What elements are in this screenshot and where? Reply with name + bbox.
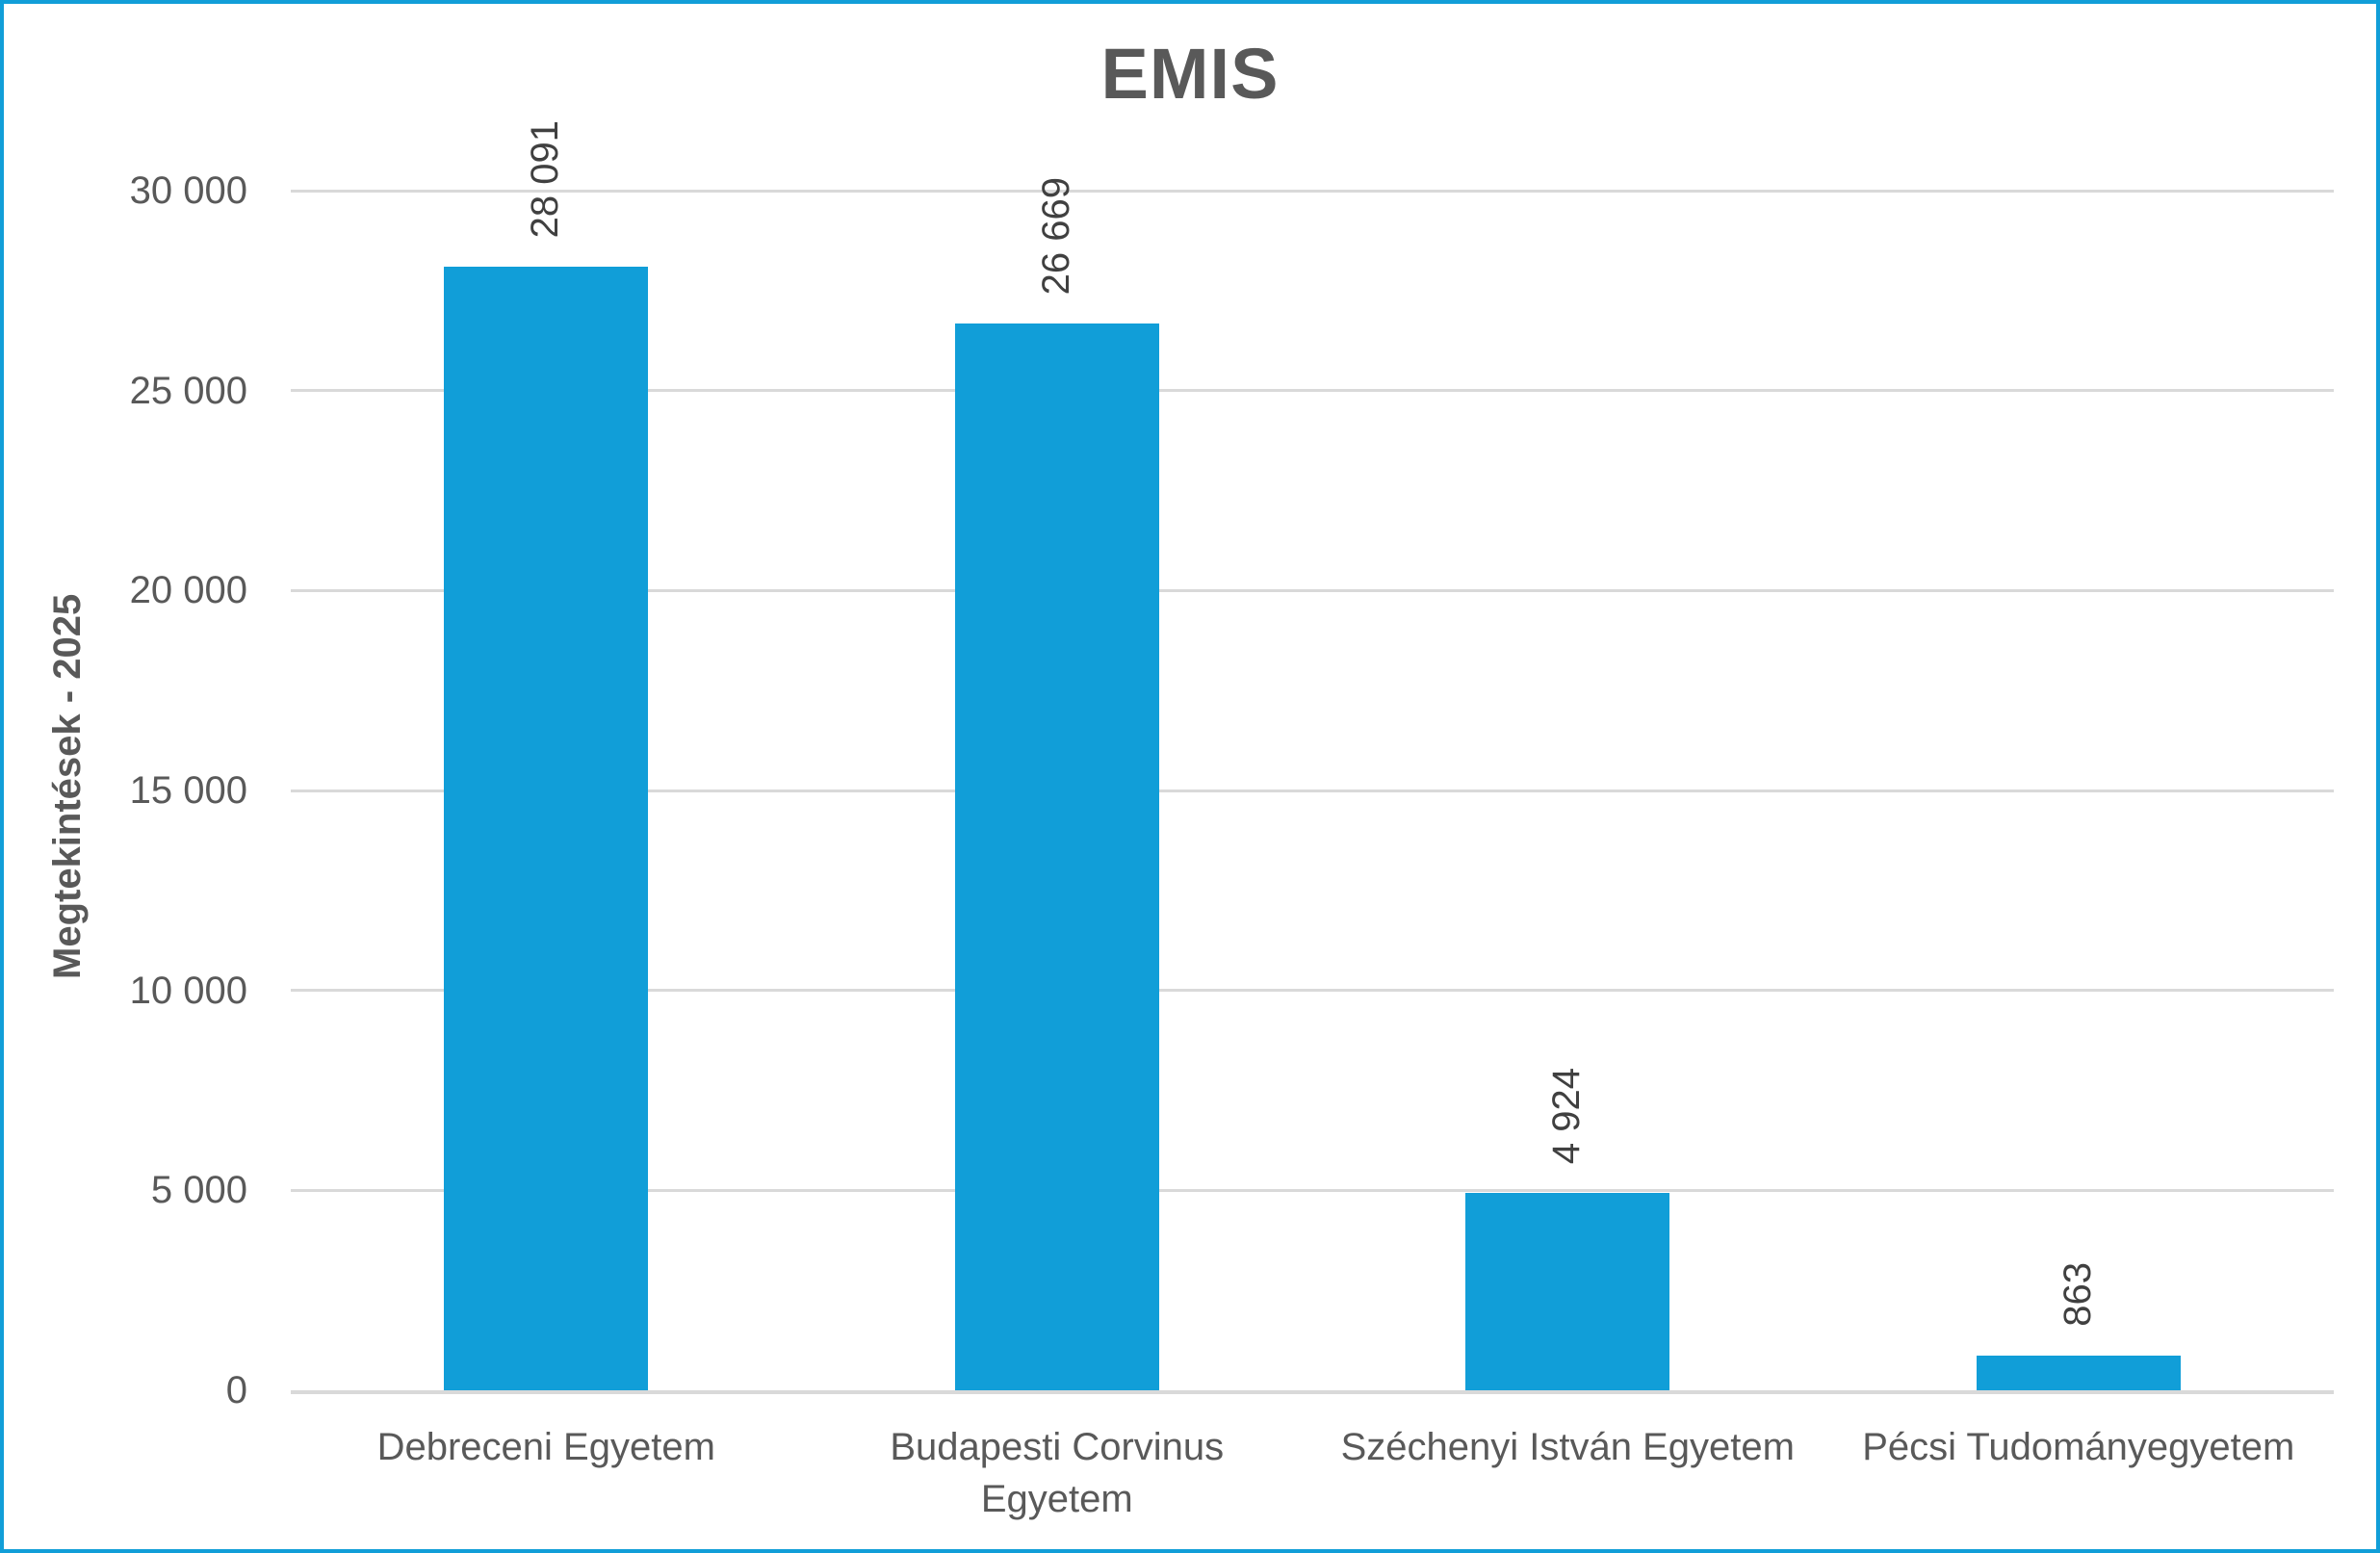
bar-value-label: 4 924: [1545, 1067, 1589, 1164]
y-tick-label: 10 000: [129, 969, 247, 1012]
category-label: Pécsi Tudományegyetem: [1862, 1426, 2295, 1468]
y-tick-label: 0: [225, 1369, 247, 1411]
bar: [1976, 1356, 2181, 1390]
bar-value-label: 26 669: [1034, 176, 1077, 295]
y-tick-label: 15 000: [129, 769, 247, 812]
gridline: [291, 789, 2334, 792]
y-tick-label: 5 000: [150, 1169, 247, 1212]
y-tick-label: 20 000: [129, 569, 247, 612]
category-label: Debreceni Egyetem: [376, 1426, 715, 1468]
x-axis-line: [291, 1390, 2334, 1394]
gridline: [291, 389, 2334, 393]
gridline: [291, 588, 2334, 592]
category-label: Széchenyi István Egyetem: [1340, 1426, 1795, 1468]
y-tick-label: 25 000: [129, 369, 247, 412]
bar: [444, 267, 649, 1390]
y-tick-label: 30 000: [129, 169, 247, 212]
bar: [1465, 1193, 1670, 1390]
gridline: [291, 189, 2334, 193]
bar-value-label: 28 091: [524, 119, 567, 238]
bar: [954, 324, 1159, 1390]
chart-title: EMIS: [1100, 34, 1280, 114]
gridline: [291, 989, 2334, 993]
plot-area: 0 5 000 10 000 15 000 20 000 25 000 30 000 28 0…: [4, 4, 2376, 1549]
category-label: Budapesti Corvinus Egyetem: [890, 1426, 1225, 1520]
bar-value-label: 863: [2056, 1262, 2099, 1327]
gridline: [291, 1188, 2334, 1192]
